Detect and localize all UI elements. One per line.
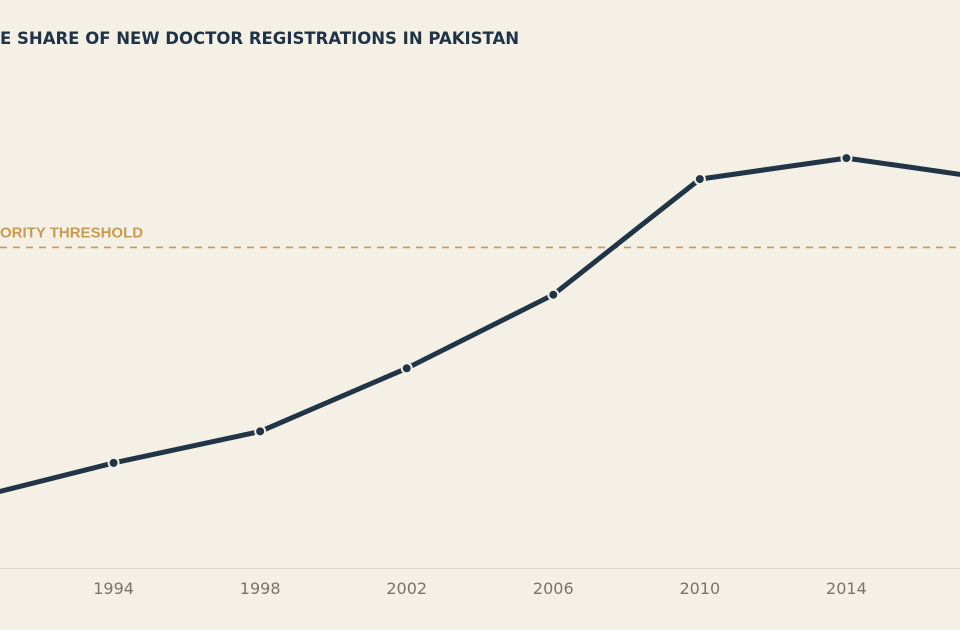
x-tick-label: 2002 [386, 579, 427, 598]
data-point [400, 362, 413, 375]
x-tick-label: 2006 [533, 579, 574, 598]
series-line [0, 155, 960, 494]
x-tick-label: 2014 [826, 579, 867, 598]
data-point [107, 456, 120, 469]
data-point [254, 425, 267, 438]
data-point [547, 288, 560, 301]
data-point [840, 152, 853, 165]
series-markers [107, 152, 853, 469]
x-tick-label: 1994 [93, 579, 134, 598]
chart-title: E SHARE OF NEW DOCTOR REGISTRATIONS IN P… [0, 29, 519, 48]
threshold-label: ORITY THRESHOLD [0, 224, 143, 241]
data-point [693, 173, 706, 186]
x-axis-ticks: 1994 1998 2002 2006 2010 2014 [93, 579, 867, 598]
x-tick-label: 1998 [240, 579, 281, 598]
x-tick-label: 2010 [679, 579, 720, 598]
